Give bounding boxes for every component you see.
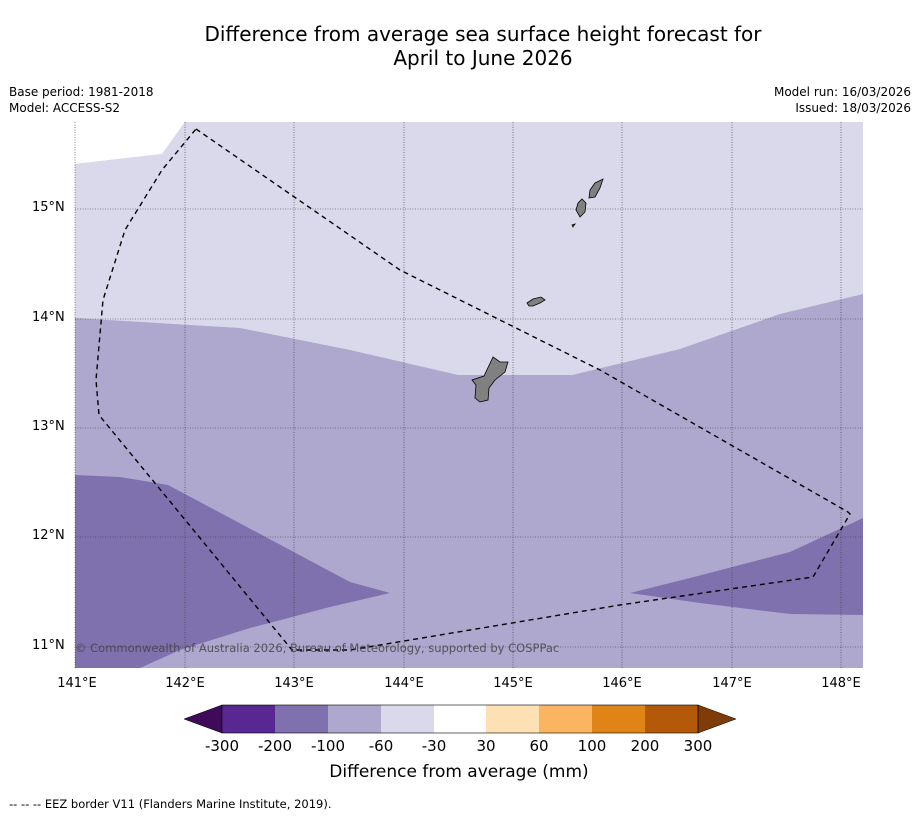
- colorbar-swatch-3: [328, 705, 381, 733]
- cbar-label-300: 300: [683, 737, 713, 755]
- anomaly-zone-light: [75, 122, 863, 375]
- y-tick-13n: 13°N: [32, 419, 65, 434]
- meta-right: Model run: 16/03/2026 Issued: 18/03/2026: [774, 84, 911, 116]
- y-tick-14n: 14°N: [32, 310, 65, 325]
- copyright-notice: © Commonwealth of Australia 2026, Bureau…: [75, 641, 560, 655]
- base-period-text: Base period: 1981-2018: [9, 85, 154, 99]
- y-tick-15n: 15°N: [32, 200, 65, 215]
- tinian-island: [575, 198, 587, 218]
- guam-island: [471, 356, 509, 403]
- x-tick-147e: 147°E: [712, 676, 752, 691]
- eez-border: [95, 128, 851, 651]
- cbar-label-30: 30: [476, 737, 496, 755]
- model-text: Model: ACCESS-S2: [9, 101, 121, 115]
- rota-island: [526, 296, 546, 307]
- colorbar-swatch-4: [381, 705, 434, 733]
- y-tick-11n: 11°N: [32, 638, 65, 653]
- cbar-label-200: 200: [630, 737, 660, 755]
- cbar-label-minus100: -100: [310, 737, 346, 755]
- title-line-1: Difference from average sea surface heig…: [204, 22, 762, 46]
- cbar-label-minus30: -30: [421, 737, 447, 755]
- anomaly-zone-dark-west: [75, 475, 390, 668]
- colorbar-swatch-9: [645, 705, 698, 733]
- x-tick-142e: 142°E: [165, 676, 205, 691]
- colorbar-swatch-6: [486, 705, 539, 733]
- colorbar-title: Difference from average (mm): [329, 762, 589, 782]
- anomaly-zone-dark-east: [630, 518, 863, 615]
- aguijan-islet: [571, 223, 576, 228]
- gridlines: [74, 122, 863, 668]
- title-line-2: April to June 2026: [393, 46, 573, 70]
- x-tick-143e: 143°E: [274, 676, 314, 691]
- x-tick-148e: 148°E: [821, 676, 861, 691]
- colorbar-extend-low: [183, 704, 223, 734]
- cbar-label-minus200: -200: [257, 737, 293, 755]
- x-tick-144e: 144°E: [384, 676, 424, 691]
- saipan-island: [588, 178, 604, 199]
- cbar-label-minus300: -300: [204, 737, 240, 755]
- cbar-label-minus60: -60: [368, 737, 394, 755]
- map-title: Difference from average sea surface heig…: [0, 22, 919, 70]
- y-tick-12n: 12°N: [32, 528, 65, 543]
- colorbar-outline: [221, 704, 699, 734]
- colorbar: [183, 704, 737, 734]
- map-area: [75, 122, 863, 668]
- meta-left: Base period: 1981-2018 Model: ACCESS-S2: [9, 84, 154, 116]
- islands: [471, 178, 604, 403]
- colorbar-swatch-7: [539, 705, 592, 733]
- x-tick-145e: 145°E: [493, 676, 533, 691]
- cbar-label-100: 100: [577, 737, 607, 755]
- no-data-corner: [75, 122, 185, 164]
- cbar-label-60: 60: [529, 737, 549, 755]
- colorbar-swatch-8: [592, 705, 645, 733]
- x-tick-146e: 146°E: [602, 676, 642, 691]
- eez-footnote: -- -- -- EEZ border V11 (Flanders Marine…: [9, 797, 332, 811]
- x-tick-141e: 141°E: [57, 676, 97, 691]
- model-run-text: Model run: 16/03/2026: [773, 85, 911, 99]
- issued-text: Issued: 18/03/2026: [795, 101, 911, 115]
- colorbar-swatch-2: [275, 705, 328, 733]
- colorbar-extend-high: [697, 704, 737, 734]
- colorbar-swatch-1: [222, 705, 275, 733]
- colorbar-swatch-5: [434, 705, 486, 733]
